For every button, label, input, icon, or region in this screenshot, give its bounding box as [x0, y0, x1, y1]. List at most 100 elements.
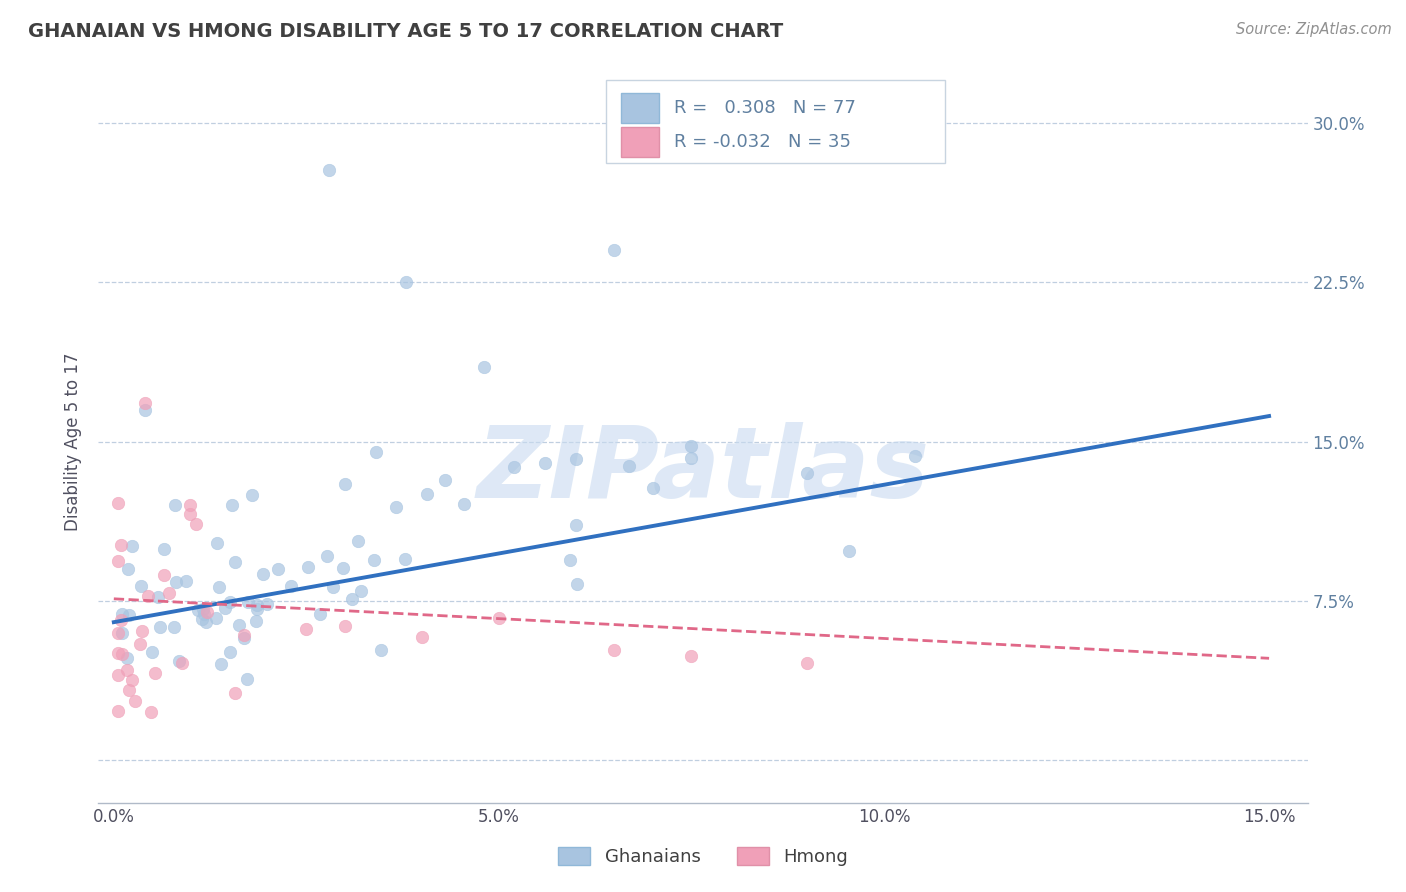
Point [195, 605, 218, 619]
Point [121, 673, 143, 688]
Point [107, 553, 129, 567]
Bar [621, 127, 659, 157]
Point [904, 450, 927, 464]
Point [121, 539, 143, 553]
Point [534, 456, 557, 470]
Point [236, 673, 259, 687]
Point [118, 682, 141, 697]
Point [641, 481, 664, 495]
Point [193, 607, 215, 622]
Legend: Ghanaians, Hmong: Ghanaians, Hmong [551, 839, 855, 873]
Point [184, 517, 207, 532]
Text: Source: ZipAtlas.com: Source: ZipAtlas.com [1236, 22, 1392, 37]
Point [236, 595, 259, 609]
Point [205, 536, 228, 550]
Point [218, 644, 240, 658]
Point [322, 580, 344, 594]
Point [565, 451, 588, 466]
Point [838, 544, 860, 558]
Point [558, 553, 581, 567]
Point [333, 619, 356, 633]
Point [208, 580, 231, 594]
Point [364, 445, 387, 459]
Bar [621, 93, 659, 123]
Point [170, 657, 193, 671]
Point [350, 583, 373, 598]
Point [565, 576, 588, 591]
Point [228, 618, 250, 632]
Point [416, 486, 439, 500]
Point [111, 648, 134, 662]
Point [472, 360, 495, 375]
Point [118, 608, 141, 623]
Point [128, 637, 150, 651]
Point [681, 649, 703, 664]
Point [219, 595, 242, 609]
Point [136, 589, 159, 603]
Point [370, 642, 392, 657]
Point [233, 628, 256, 642]
Point [110, 607, 132, 621]
Point [363, 552, 385, 566]
Point [242, 488, 264, 502]
Point [187, 603, 209, 617]
Point [246, 601, 269, 615]
Point [503, 460, 526, 475]
Point [433, 473, 456, 487]
FancyBboxPatch shape [606, 80, 945, 163]
Point [245, 598, 267, 612]
Point [619, 459, 641, 474]
Point [107, 496, 129, 510]
Point [453, 497, 475, 511]
Point [107, 704, 129, 718]
Text: R = -0.032   N = 35: R = -0.032 N = 35 [673, 133, 851, 151]
Text: GHANAIAN VS HMONG DISABILITY AGE 5 TO 17 CORRELATION CHART: GHANAIAN VS HMONG DISABILITY AGE 5 TO 17… [28, 22, 783, 41]
Point [149, 620, 172, 634]
Point [256, 597, 278, 611]
Point [309, 607, 332, 621]
Point [796, 467, 818, 481]
Point [179, 498, 201, 512]
Point [411, 630, 433, 644]
Point [395, 275, 418, 289]
Point [143, 665, 166, 680]
Point [297, 559, 319, 574]
Point [488, 611, 510, 625]
Point [224, 686, 246, 700]
Point [266, 562, 288, 576]
Point [191, 601, 214, 615]
Point [110, 539, 132, 553]
Text: ZIPatlas: ZIPatlas [477, 422, 929, 519]
Point [131, 624, 153, 639]
Point [221, 498, 243, 512]
Point [681, 439, 703, 453]
Point [394, 552, 416, 566]
Text: R =   0.308   N = 77: R = 0.308 N = 77 [673, 99, 856, 117]
Point [179, 507, 201, 521]
Point [232, 631, 254, 645]
Point [153, 542, 176, 557]
Point [134, 396, 156, 410]
Point [167, 654, 190, 668]
Point [318, 162, 340, 177]
Point [195, 615, 218, 629]
Point [107, 668, 129, 682]
Point [315, 549, 337, 564]
Point [165, 575, 187, 590]
Point [340, 591, 363, 606]
Point [603, 244, 626, 258]
Point [280, 579, 302, 593]
Point [134, 402, 156, 417]
Point [165, 498, 187, 512]
Point [224, 555, 246, 569]
Point [115, 663, 138, 677]
Point [163, 620, 186, 634]
Point [107, 646, 129, 660]
Point [110, 625, 132, 640]
Point [796, 656, 818, 670]
Point [139, 705, 162, 719]
Point [176, 574, 198, 588]
Point [110, 613, 132, 627]
Point [245, 614, 267, 628]
Point [681, 450, 703, 465]
